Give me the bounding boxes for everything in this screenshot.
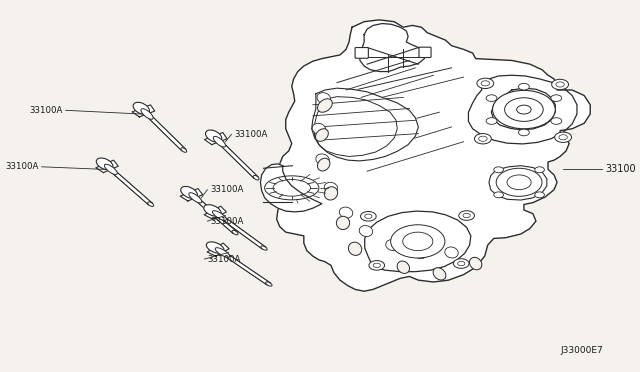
Polygon shape	[204, 206, 227, 219]
Ellipse shape	[205, 130, 222, 142]
Ellipse shape	[348, 242, 362, 256]
Ellipse shape	[324, 182, 338, 193]
Circle shape	[556, 82, 564, 87]
Ellipse shape	[317, 93, 330, 104]
Circle shape	[481, 81, 490, 86]
Circle shape	[486, 118, 497, 124]
Circle shape	[518, 129, 529, 136]
Circle shape	[535, 192, 545, 198]
Polygon shape	[276, 20, 590, 291]
Ellipse shape	[337, 216, 349, 230]
Text: 33100A: 33100A	[211, 185, 244, 194]
Ellipse shape	[253, 176, 259, 180]
Ellipse shape	[189, 193, 202, 203]
Text: 33100: 33100	[605, 164, 636, 174]
Polygon shape	[132, 105, 155, 117]
Circle shape	[403, 232, 433, 251]
Ellipse shape	[96, 158, 113, 170]
Text: 33100A: 33100A	[207, 254, 241, 264]
Circle shape	[360, 211, 376, 221]
Ellipse shape	[445, 247, 458, 258]
Ellipse shape	[206, 242, 224, 253]
Circle shape	[496, 168, 542, 196]
Circle shape	[516, 105, 531, 114]
Circle shape	[477, 78, 493, 89]
FancyBboxPatch shape	[355, 48, 369, 58]
Polygon shape	[180, 189, 203, 201]
Circle shape	[458, 261, 465, 266]
Ellipse shape	[261, 246, 267, 250]
Ellipse shape	[204, 205, 221, 216]
Ellipse shape	[148, 202, 154, 206]
Polygon shape	[96, 160, 118, 173]
Circle shape	[390, 225, 445, 258]
Circle shape	[486, 95, 497, 102]
Polygon shape	[221, 251, 271, 285]
Polygon shape	[207, 243, 229, 256]
Ellipse shape	[470, 257, 482, 270]
Circle shape	[493, 90, 556, 129]
Ellipse shape	[413, 248, 427, 259]
Ellipse shape	[386, 240, 399, 251]
Circle shape	[551, 118, 562, 124]
Circle shape	[373, 263, 380, 267]
Ellipse shape	[215, 248, 230, 257]
Circle shape	[494, 167, 504, 173]
Text: J33000E7: J33000E7	[561, 346, 604, 355]
Circle shape	[535, 167, 545, 173]
Polygon shape	[218, 215, 266, 249]
Ellipse shape	[312, 123, 326, 134]
Polygon shape	[109, 169, 152, 205]
Ellipse shape	[266, 282, 272, 286]
Circle shape	[507, 175, 531, 190]
Polygon shape	[365, 211, 471, 272]
Polygon shape	[312, 88, 419, 161]
Ellipse shape	[316, 154, 329, 165]
Polygon shape	[360, 23, 424, 71]
Polygon shape	[492, 88, 556, 130]
Polygon shape	[193, 197, 237, 234]
Ellipse shape	[133, 102, 149, 115]
Ellipse shape	[104, 164, 117, 174]
Circle shape	[555, 132, 572, 142]
Circle shape	[369, 260, 385, 270]
Ellipse shape	[213, 137, 225, 147]
Circle shape	[559, 135, 567, 140]
Ellipse shape	[181, 148, 187, 152]
Ellipse shape	[359, 225, 372, 237]
Polygon shape	[260, 164, 322, 212]
Circle shape	[551, 95, 562, 102]
Ellipse shape	[212, 211, 227, 221]
Polygon shape	[489, 166, 547, 200]
Circle shape	[479, 136, 487, 141]
Circle shape	[518, 83, 529, 90]
Circle shape	[494, 192, 504, 198]
Ellipse shape	[232, 230, 238, 235]
Circle shape	[552, 79, 568, 90]
Ellipse shape	[324, 187, 338, 200]
Ellipse shape	[141, 109, 153, 119]
Polygon shape	[218, 141, 258, 179]
Polygon shape	[145, 113, 186, 151]
Circle shape	[474, 134, 492, 144]
Ellipse shape	[339, 207, 353, 218]
FancyBboxPatch shape	[419, 47, 431, 58]
Circle shape	[463, 213, 470, 218]
Ellipse shape	[316, 129, 328, 141]
Text: 33100A: 33100A	[211, 217, 244, 225]
Circle shape	[504, 98, 543, 121]
Circle shape	[453, 259, 469, 268]
Ellipse shape	[433, 268, 446, 280]
Text: 33100A: 33100A	[234, 130, 268, 139]
Polygon shape	[204, 132, 227, 145]
Ellipse shape	[180, 186, 197, 198]
Circle shape	[365, 214, 372, 218]
Ellipse shape	[317, 158, 330, 171]
Text: 33100A: 33100A	[5, 162, 38, 171]
Ellipse shape	[397, 261, 410, 273]
Ellipse shape	[317, 99, 332, 112]
Text: 33100A: 33100A	[29, 106, 63, 115]
Circle shape	[459, 211, 474, 220]
